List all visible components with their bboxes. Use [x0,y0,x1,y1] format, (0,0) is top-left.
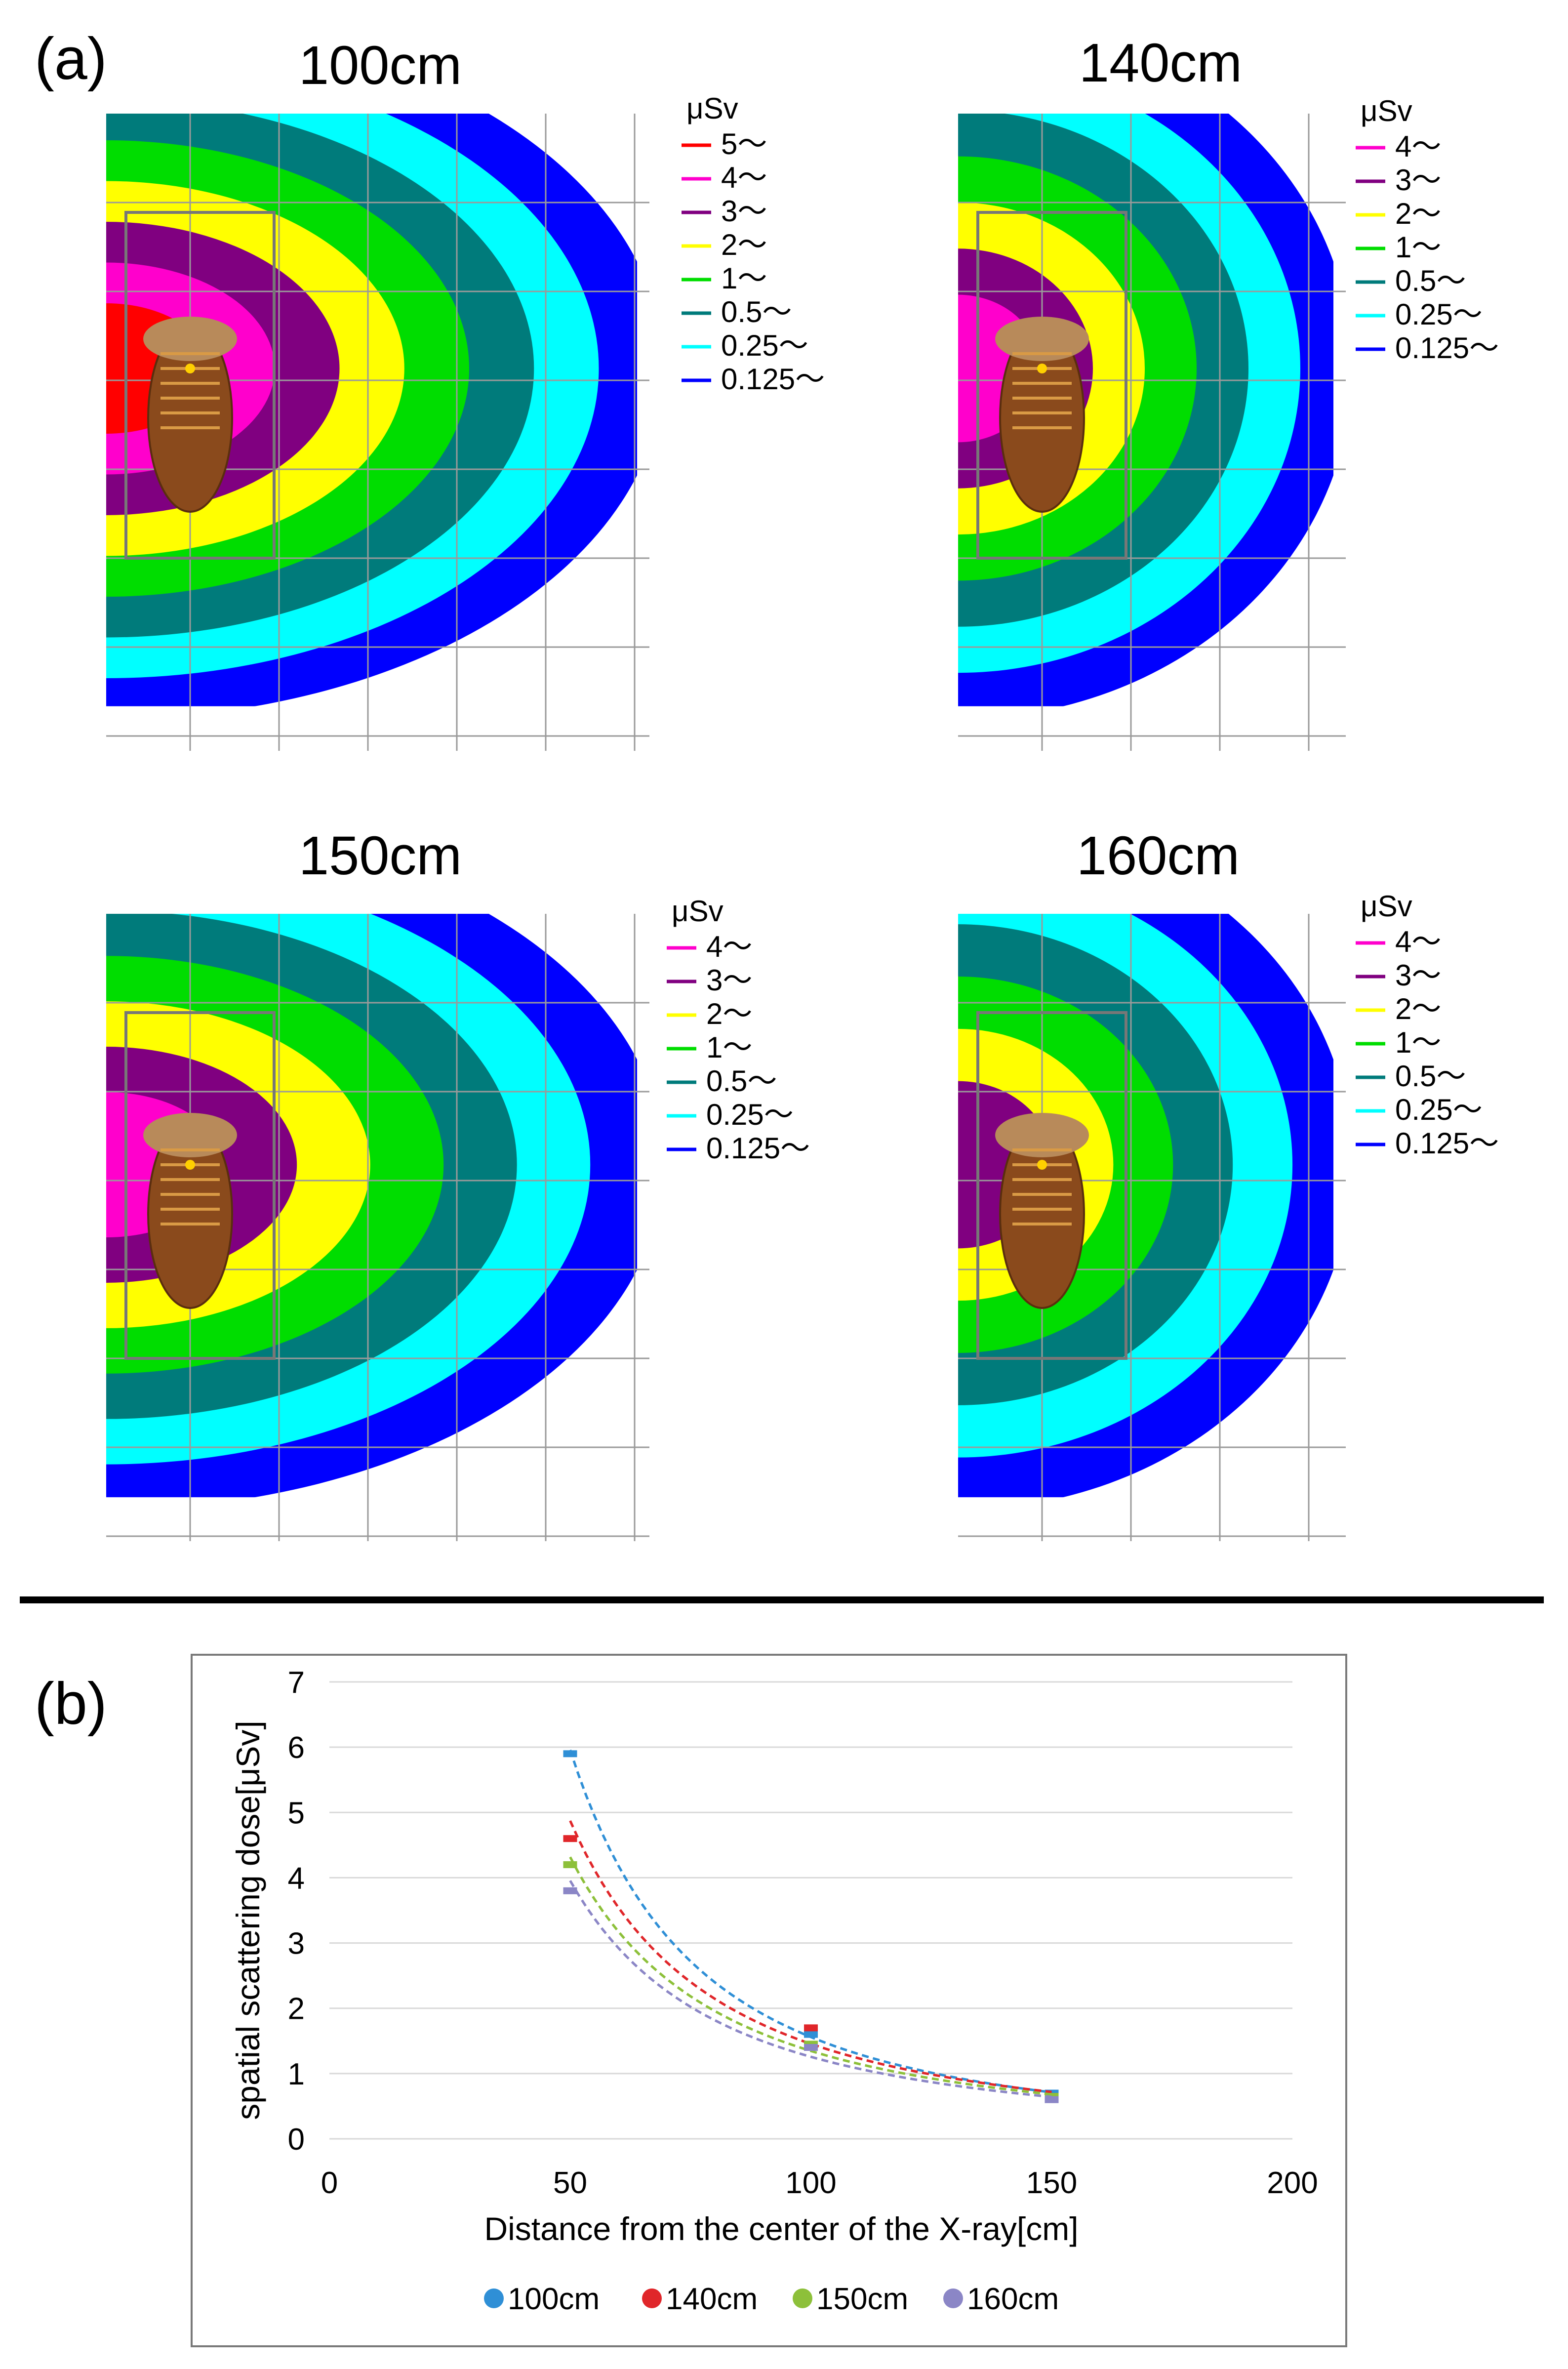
legend-label: 4～ [706,930,752,963]
phantom-marker [1037,364,1047,373]
legend-marker-150cm [793,2288,812,2308]
x-tick-label: 100 [785,2166,836,2200]
legend-label: 1～ [1395,231,1441,264]
legend-label-140cm: 140cm [666,2282,758,2316]
legend-label: 0.5～ [721,295,792,328]
y-tick-label: 3 [288,1927,305,1961]
scatter-chart: 0 1 2 3 4 5 6 7 0 50 100 150 200 Distance from the ce… [191,1654,1347,2347]
y-tick-label: 0 [288,2123,305,2157]
legend-label: 0.25～ [721,329,808,362]
y-tick-label: 5 [288,1796,305,1830]
table-outline [976,1011,1127,1360]
legend-label: 0.5～ [1395,264,1466,297]
x-tick-label: 50 [553,2166,587,2200]
legend-label-150cm: 150cm [816,2282,908,2316]
panel-label-a: (a) [35,26,107,92]
panel-label-b: (b) [35,1671,107,1737]
point-100cm [563,1750,577,1757]
table-outline [976,211,1127,560]
legend-label: 0.25～ [1395,1093,1483,1126]
point-150cm [563,1861,577,1868]
trendline-160cm [569,1880,1052,2098]
y-tick-label: 2 [288,1992,305,2026]
point-160cm [1045,2096,1059,2103]
divider [20,1596,1544,1603]
x-tick-label: 150 [1026,2166,1077,2200]
legend-label: 3～ [706,964,752,997]
heatmap-title: 160cm [1077,825,1240,886]
legend-label: 3～ [1395,959,1441,992]
trendline-150cm [569,1856,1052,2096]
legend-label: 1～ [706,1031,752,1064]
legend-unit: μSv [686,92,738,125]
heatmap-title: 150cm [299,825,462,886]
phantom-marker [185,1160,195,1170]
legend-label: 0.5～ [1395,1060,1466,1093]
heatmap-title: 100cm [299,35,462,96]
legend-label: 1～ [1395,1026,1441,1059]
legend-label: 3～ [721,195,767,228]
legend-label: 0.125～ [721,363,825,396]
phantom-shoulders [995,1113,1089,1157]
legend-label: 0.5～ [706,1064,777,1098]
heatmap-panels: 100cmμSv5～4～3～2～1～0.5～0.25～0.125～140cmμS… [106,33,1499,1541]
legend-label: 0.125～ [1395,1127,1499,1160]
point-160cm [563,1887,577,1894]
x-axis-label: Distance from the center of the X-ray[cm… [484,2210,1078,2247]
legend-label: 2～ [706,997,752,1030]
legend-label: 4～ [721,161,767,194]
legend-label: 0.125～ [706,1132,810,1165]
legend-label-100cm: 100cm [508,2282,600,2316]
chart-frame [191,1654,1347,2347]
y-tick-label: 1 [288,2057,305,2091]
legend-label-160cm: 160cm [967,2282,1059,2316]
trendline-140cm [569,1820,1052,2093]
legend-unit: μSv [1361,94,1412,127]
legend-label: 0.25～ [706,1098,794,1131]
phantom-shoulders [143,317,237,361]
y-tick-label: 6 [288,1731,305,1765]
legend-marker-160cm [943,2288,963,2308]
point-160cm [804,2044,818,2051]
legend-label: 2～ [1395,197,1441,230]
x-tick-label: 200 [1267,2166,1318,2200]
legend-marker-140cm [642,2288,662,2308]
legend-label: 1～ [721,262,767,295]
legend-unit: μSv [672,895,724,928]
legend-label: 4～ [1395,130,1441,163]
legend-label: 3～ [1395,163,1441,197]
legend-label: 2～ [721,228,767,261]
y-axis-label: spatial scattering dose[μSv] [230,1720,266,2120]
y-tick-label: 4 [288,1861,305,1895]
point-140cm [563,1835,577,1842]
table-outline [124,1011,276,1360]
legend-label: 0.25～ [1395,298,1483,331]
legend-marker-100cm [484,2288,504,2308]
phantom-shoulders [143,1113,237,1157]
phantom-marker [185,364,195,373]
phantom-shoulders [995,317,1089,361]
point-140cm [804,2024,818,2032]
phantom-marker [1037,1160,1047,1170]
legend-unit: μSv [1361,890,1412,923]
legend-label: 5～ [721,127,767,161]
legend-label: 0.125～ [1395,331,1499,365]
table-outline [124,211,276,560]
heatmap-title: 140cm [1079,33,1242,93]
point-100cm [804,2031,818,2038]
legend-label: 2～ [1395,992,1441,1025]
x-tick-label: 0 [321,2166,338,2200]
y-tick-label: 7 [288,1666,305,1700]
legend-label: 4～ [1395,925,1441,958]
